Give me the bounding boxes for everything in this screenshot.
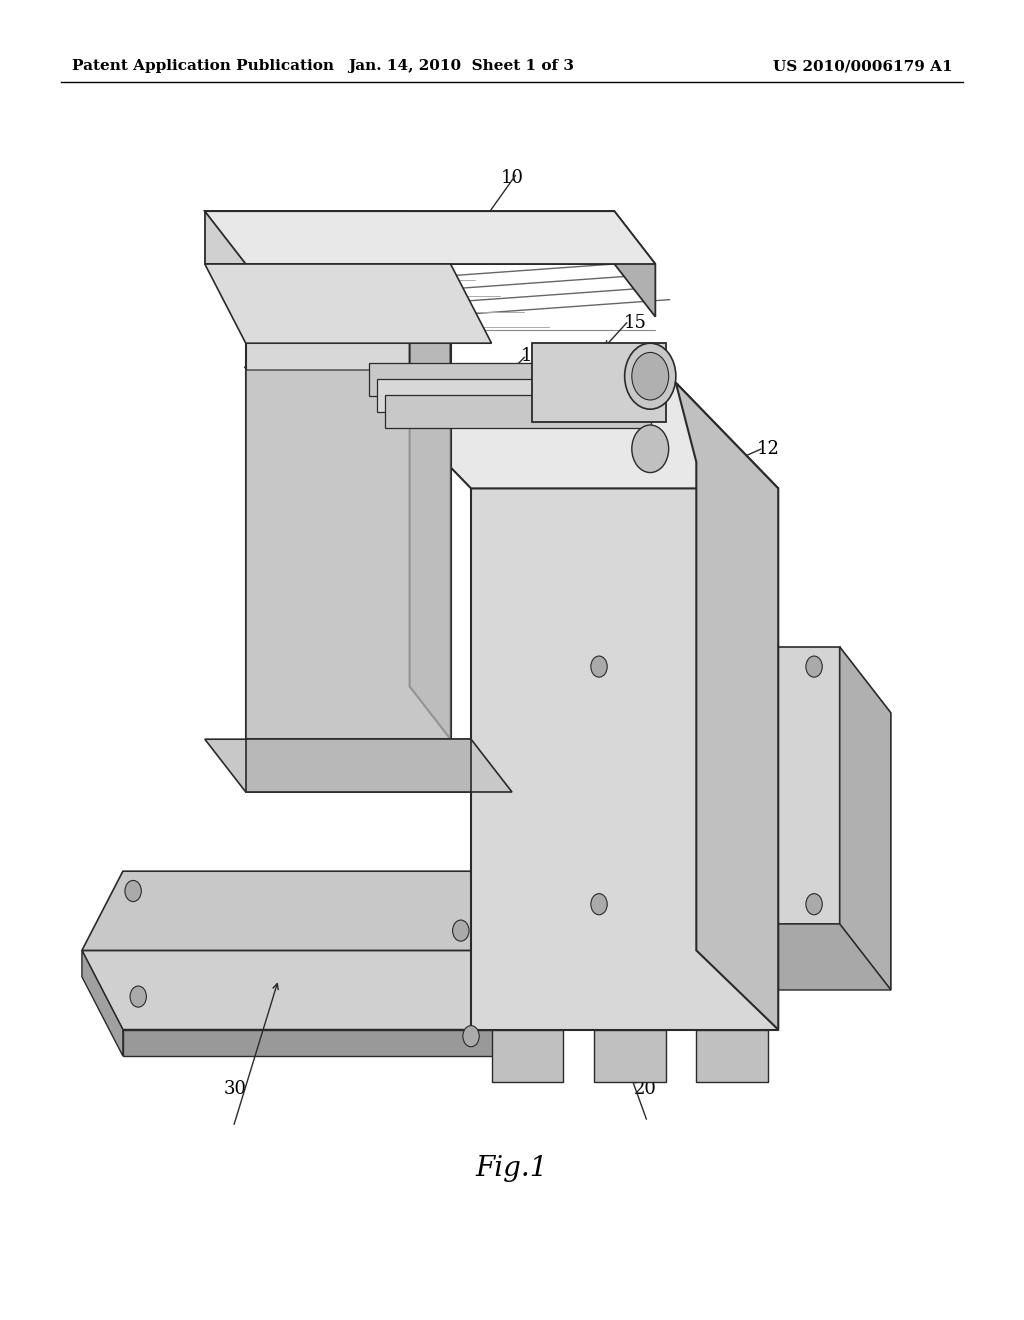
Polygon shape xyxy=(563,647,840,924)
Circle shape xyxy=(806,894,822,915)
Text: 14: 14 xyxy=(255,473,278,491)
Polygon shape xyxy=(205,211,451,290)
Text: Fig.1: Fig.1 xyxy=(476,1155,548,1181)
Circle shape xyxy=(453,920,469,941)
Text: Patent Application Publication: Patent Application Publication xyxy=(72,59,334,74)
Polygon shape xyxy=(205,739,512,792)
Polygon shape xyxy=(246,739,471,792)
Circle shape xyxy=(625,343,676,409)
Circle shape xyxy=(806,656,822,677)
Polygon shape xyxy=(840,647,891,990)
Text: 12: 12 xyxy=(757,440,779,458)
Polygon shape xyxy=(205,211,655,264)
Polygon shape xyxy=(246,370,451,739)
Polygon shape xyxy=(369,383,778,488)
Polygon shape xyxy=(532,343,666,422)
Polygon shape xyxy=(369,363,635,396)
Circle shape xyxy=(632,352,669,400)
Polygon shape xyxy=(82,950,512,1030)
Circle shape xyxy=(130,986,146,1007)
Circle shape xyxy=(591,656,607,677)
Polygon shape xyxy=(205,211,614,264)
Polygon shape xyxy=(385,395,651,428)
Text: 20: 20 xyxy=(634,1080,656,1098)
Polygon shape xyxy=(82,950,123,1056)
Polygon shape xyxy=(377,379,643,412)
Polygon shape xyxy=(246,290,451,739)
Circle shape xyxy=(463,1026,479,1047)
Text: US 2010/0006179 A1: US 2010/0006179 A1 xyxy=(773,59,952,74)
Text: Jan. 14, 2010  Sheet 1 of 3: Jan. 14, 2010 Sheet 1 of 3 xyxy=(348,59,573,74)
Polygon shape xyxy=(676,383,778,1030)
Polygon shape xyxy=(123,1030,512,1056)
Polygon shape xyxy=(82,871,512,950)
Polygon shape xyxy=(696,1030,768,1082)
Polygon shape xyxy=(614,211,655,317)
Circle shape xyxy=(591,894,607,915)
Polygon shape xyxy=(205,264,492,343)
Text: 30: 30 xyxy=(224,1080,247,1098)
Text: 10: 10 xyxy=(501,169,523,187)
Text: 13: 13 xyxy=(245,360,267,379)
Polygon shape xyxy=(410,211,451,739)
Circle shape xyxy=(125,880,141,902)
Text: 15: 15 xyxy=(624,314,646,333)
Circle shape xyxy=(632,425,669,473)
Polygon shape xyxy=(594,1030,666,1082)
Polygon shape xyxy=(563,924,891,990)
Text: 11: 11 xyxy=(521,347,544,366)
Polygon shape xyxy=(492,1030,563,1082)
Polygon shape xyxy=(471,488,778,1030)
